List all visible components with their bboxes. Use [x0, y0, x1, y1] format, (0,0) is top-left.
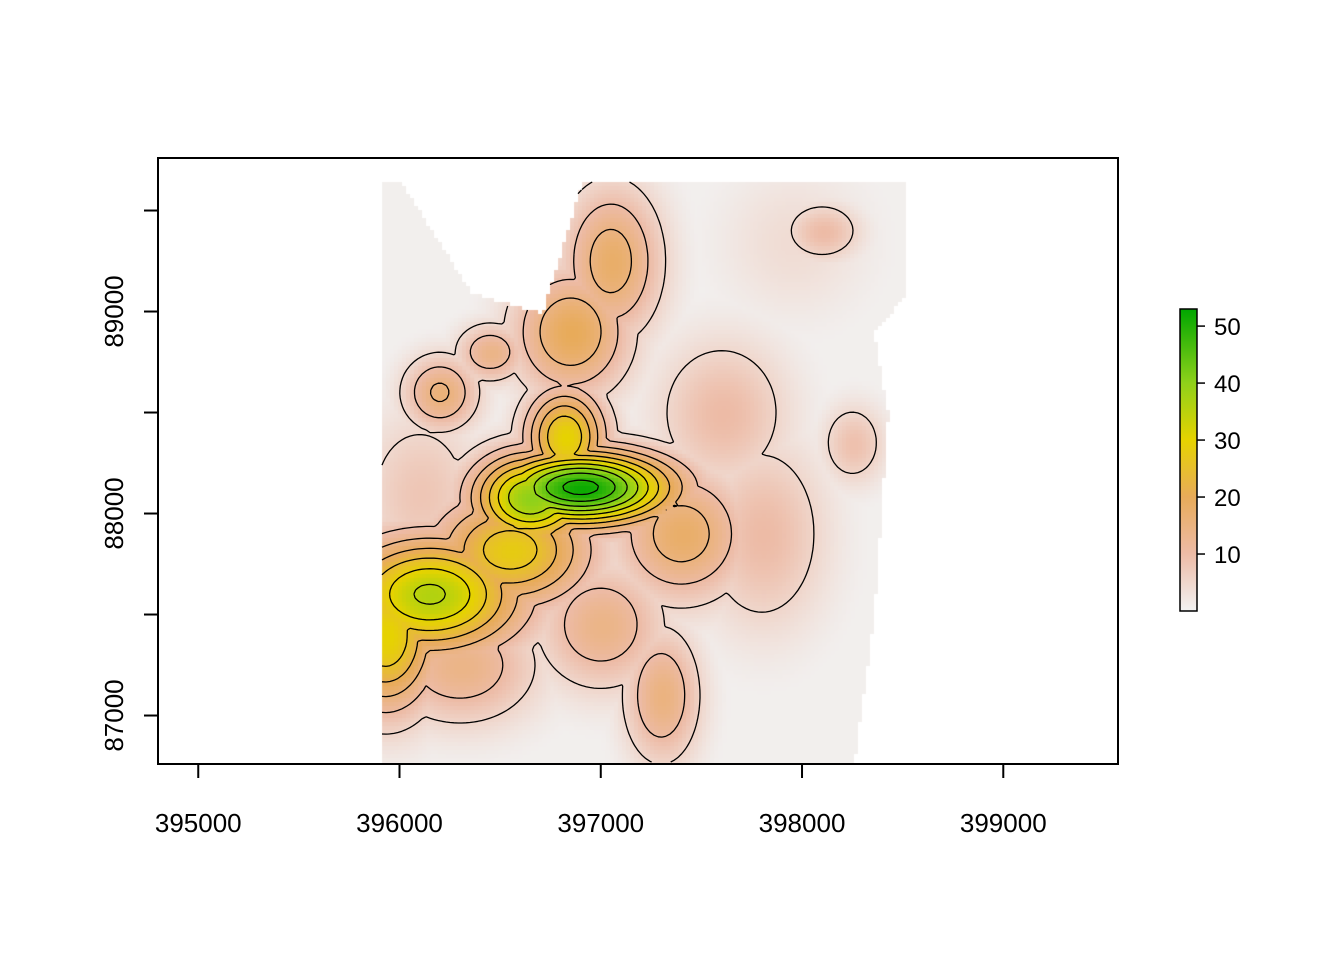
x-tick-label: 399000	[960, 808, 1047, 838]
contour-lines	[381, 181, 877, 763]
x-axis: 395000 396000 397000 398000 399000	[155, 763, 1047, 838]
contour-level-25	[381, 415, 660, 668]
x-tick-label: 396000	[356, 808, 443, 838]
contour-level-40	[533, 467, 628, 507]
contour-level-30	[388, 459, 649, 621]
legend-tick-label: 20	[1214, 485, 1241, 512]
contour-level-10	[381, 203, 733, 738]
legend-tick-label: 40	[1214, 371, 1241, 398]
legend-tick-label: 30	[1214, 428, 1241, 455]
contour-level-20	[381, 405, 671, 683]
contour-level-45	[545, 472, 616, 502]
contour-level-50	[562, 479, 600, 496]
y-tick-label: 88000	[99, 477, 129, 549]
y-tick-label: 89000	[99, 275, 129, 347]
raster-image	[158, 158, 1118, 764]
x-tick-label: 398000	[759, 808, 846, 838]
x-tick-label: 397000	[557, 808, 644, 838]
legend-tick-label: 50	[1214, 314, 1241, 341]
elevation-raster	[158, 158, 1118, 764]
legend-color-bar	[1180, 309, 1197, 611]
y-tick-label: 87000	[99, 679, 129, 751]
color-legend: 10 20 30 40 50	[1179, 308, 1241, 612]
y-axis: 87000 88000 89000	[99, 209, 159, 752]
legend-frame	[1179, 308, 1198, 612]
contour-level-35	[413, 463, 639, 605]
contour-level-5	[381, 181, 877, 763]
x-tick-label: 395000	[155, 808, 242, 838]
contour-level-15	[381, 228, 710, 698]
legend-tick-label: 10	[1214, 542, 1241, 569]
